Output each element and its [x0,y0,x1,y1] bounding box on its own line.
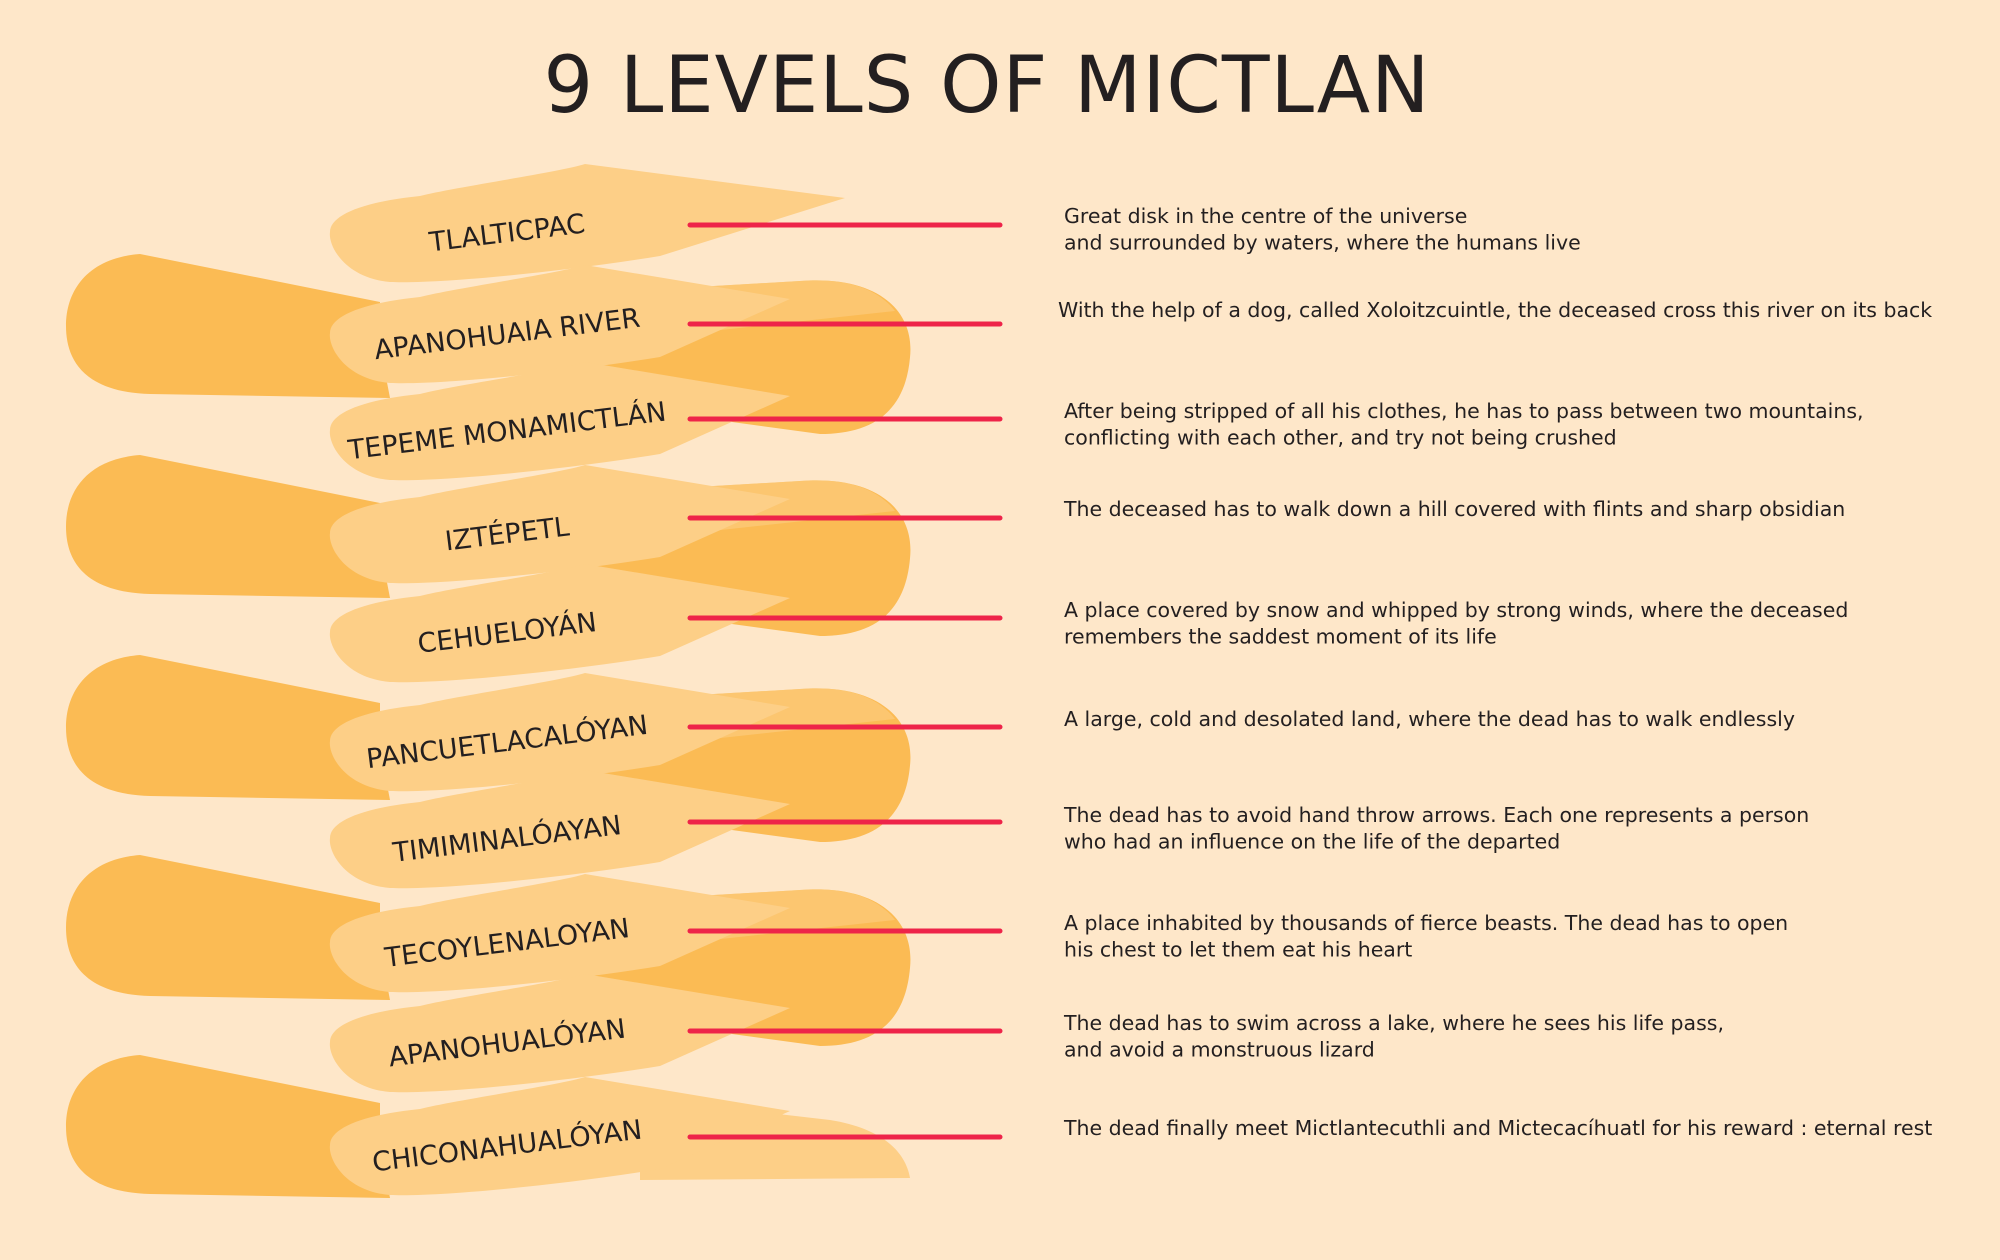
level-description: After being stripped of all his clothes,… [1064,399,1864,450]
ribbon-band [329,1077,790,1196]
ribbon-band [329,673,790,792]
page-title: 9 LEVELS OF MICTLAN [544,41,1431,131]
level-description: A place inhabited by thousands of fierce… [1064,911,1788,962]
ribbon-band [329,874,790,993]
level-description: The dead finally meet Mictlantecuthli an… [1063,1116,1932,1140]
ribbon-left-loop [66,655,390,800]
spiral-ribbon [66,164,911,1198]
level-description: The deceased has to walk down a hill cov… [1063,497,1845,521]
ribbon-band [329,362,790,481]
level-descriptions: Great disk in the centre of the universe… [1058,204,1932,1140]
ribbon-band [329,265,790,384]
level-description: The dead has to swim across a lake, wher… [1063,1011,1724,1062]
ribbon-left-loop [66,455,390,598]
ribbon-band [329,564,790,683]
level-description: Great disk in the centre of the universe… [1064,204,1581,255]
ribbon-band [329,164,845,283]
ribbon-band [329,465,790,584]
level-description: A place covered by snow and whipped by s… [1064,598,1848,649]
level-description: A large, cold and desolated land, where … [1064,707,1795,731]
level-description: The dead has to avoid hand throw arrows.… [1063,803,1809,854]
ribbon-left-loop [66,855,390,1000]
ribbon-left-loop [66,1055,390,1198]
ribbon-band [329,770,790,889]
ribbon-left-loop [66,254,390,398]
connector-lines [687,222,1003,1140]
ribbon-band [329,974,790,1093]
level-description: With the help of a dog, called Xoloitzcu… [1058,298,1932,322]
